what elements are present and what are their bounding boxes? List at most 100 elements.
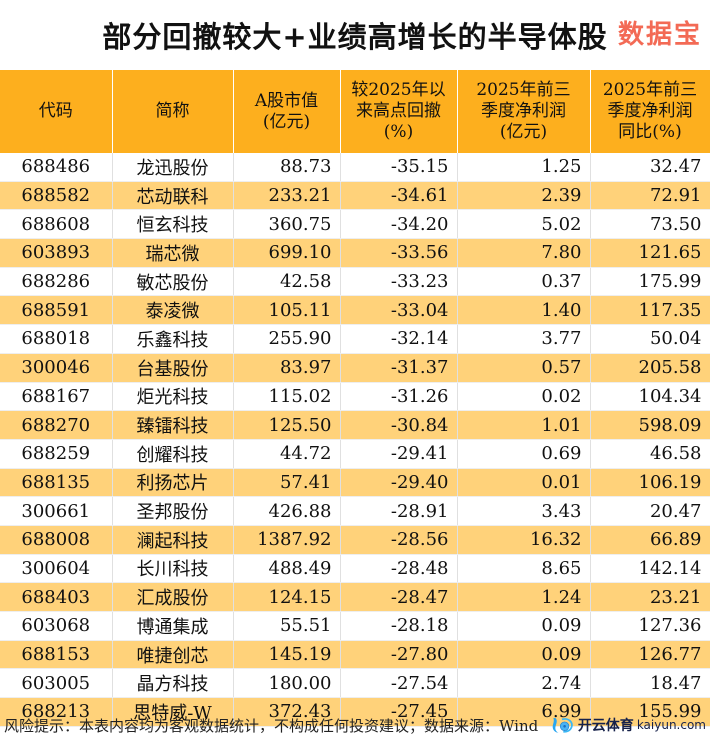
page-title: 部分回撤较大+业绩高增长的半导体股 — [102, 20, 608, 54]
cell-name: 澜起科技 — [112, 525, 234, 555]
cell-code: 688486 — [0, 153, 113, 182]
cell-profit-yoy: 23.21 — [590, 582, 710, 612]
table-row: 688167 炬光科技 115.02 -31.26 0.02 104.34 — [0, 382, 710, 412]
column-header-net-profit: 2025年前三 季度净利润 (亿元) — [457, 70, 591, 153]
table-row: 300661 圣邦股份 426.88 -28.91 3.43 20.47 — [0, 496, 710, 526]
cell-code: 300604 — [0, 554, 113, 584]
table-row: 688403 汇成股份 124.15 -28.47 1.24 23.21 — [0, 582, 710, 612]
cell-name: 汇成股份 — [112, 582, 234, 612]
cell-profit-yoy: 126.77 — [590, 640, 710, 670]
logo-url: kaiyun.com — [636, 718, 706, 732]
cell-market-cap: 1387.92 — [233, 525, 341, 555]
cell-name: 芯动联科 — [112, 181, 234, 211]
cell-drawdown: -27.54 — [340, 668, 458, 699]
cell-name: 泰凌微 — [112, 295, 234, 326]
cell-profit-yoy: 20.47 — [590, 496, 710, 526]
cell-code: 603068 — [0, 611, 113, 641]
cell-name: 利扬芯片 — [112, 468, 234, 498]
cell-net-profit: 1.24 — [457, 582, 591, 612]
cell-net-profit: 8.65 — [457, 554, 591, 584]
cell-name: 敏芯股份 — [112, 267, 234, 297]
cell-profit-yoy: 142.14 — [590, 554, 710, 584]
cell-code: 603893 — [0, 238, 113, 268]
cell-profit-yoy: 155.99 — [590, 697, 710, 727]
cell-market-cap: 125.50 — [233, 410, 341, 440]
table-row: 688270 臻镭科技 125.50 -30.84 1.01 598.09 — [0, 410, 710, 440]
cell-profit-yoy: 205.58 — [590, 353, 710, 383]
column-header-name: 简称 — [112, 70, 234, 153]
cell-profit-yoy: 32.47 — [590, 153, 710, 182]
cell-net-profit: 0.01 — [457, 468, 591, 498]
cell-market-cap: 57.41 — [233, 468, 341, 498]
table-header-row: 代码 简称 A股市值 (亿元) 较2025年以 来高点回撤 (%) 2025年前三 季度净利润(… — [0, 70, 710, 153]
cell-net-profit: 0.37 — [457, 267, 591, 297]
table-row: 688008 澜起科技 1387.92 -28.56 16.32 66.89 — [0, 525, 710, 555]
cell-profit-yoy: 50.04 — [590, 324, 710, 354]
cell-profit-yoy: 18.47 — [590, 668, 710, 699]
table-row: 603893 瑞芯微 699.10 -33.56 7.80 121.65 — [0, 238, 710, 268]
cell-net-profit: 0.09 — [457, 640, 591, 670]
cell-drawdown: -34.20 — [340, 209, 458, 240]
cell-drawdown: -30.84 — [340, 410, 458, 440]
cell-drawdown: -28.91 — [340, 496, 458, 526]
cell-market-cap: 115.02 — [233, 382, 341, 412]
cell-name: 博通集成 — [112, 611, 234, 641]
cell-drawdown: -33.56 — [340, 238, 458, 268]
cell-code: 688270 — [0, 410, 113, 440]
cell-name: 臻镭科技 — [112, 410, 234, 440]
data-table: 代码 简称 A股市值 (亿元) 较2025年以 来高点回撤 (%) 2025年前三 季度净利润(… — [0, 70, 710, 727]
cell-drawdown: -28.56 — [340, 525, 458, 555]
table-row: 300604 长川科技 488.49 -28.48 8.65 142.14 — [0, 554, 710, 584]
cell-name: 唯捷创芯 — [112, 640, 234, 670]
column-header-drawdown: 较2025年以 来高点回撤 (%) — [340, 70, 458, 153]
cell-name: 瑞芯微 — [112, 238, 234, 268]
cell-net-profit: 1.01 — [457, 410, 591, 440]
cell-code: 688608 — [0, 209, 113, 240]
kaiyun-logo: 开云体育 kaiyun.com — [549, 712, 710, 738]
cell-profit-yoy: 106.19 — [590, 468, 710, 498]
column-header-market-cap: A股市值 (亿元) — [233, 70, 341, 153]
table-row: 603068 博通集成 55.51 -28.18 0.09 127.36 — [0, 611, 710, 641]
cell-code: 300046 — [0, 353, 113, 383]
column-header-code: 代码 — [0, 70, 113, 153]
cell-code: 688018 — [0, 324, 113, 354]
cell-drawdown: -27.45 — [340, 697, 458, 727]
cell-name: 台基股份 — [112, 353, 234, 383]
cell-net-profit: 0.69 — [457, 439, 591, 469]
cell-code: 688286 — [0, 267, 113, 297]
table-row: 603005 晶方科技 180.00 -27.54 2.74 18.47 — [0, 668, 710, 699]
cell-drawdown: -33.04 — [340, 295, 458, 326]
cell-profit-yoy: 72.91 — [590, 181, 710, 211]
football-k-icon — [552, 717, 573, 733]
cell-net-profit: 0.02 — [457, 382, 591, 412]
cell-drawdown: -28.18 — [340, 611, 458, 641]
cell-profit-yoy: 127.36 — [590, 611, 710, 641]
cell-drawdown: -27.80 — [340, 640, 458, 670]
cell-profit-yoy: 175.99 — [590, 267, 710, 297]
cell-net-profit: 7.80 — [457, 238, 591, 268]
cell-net-profit: 16.32 — [457, 525, 591, 555]
cell-code: 688135 — [0, 468, 113, 498]
cell-net-profit: 0.09 — [457, 611, 591, 641]
table-row: 688213 思特威-W 372.43 -27.45 6.99 155.99 — [0, 697, 710, 727]
cell-net-profit: 3.77 — [457, 324, 591, 354]
cell-market-cap: 83.97 — [233, 353, 341, 383]
cell-market-cap: 55.51 — [233, 611, 341, 641]
risk-disclaimer: 风险提示：本表内容均为客观数据统计，不构成任何投资建议；数据来源：Wind — [4, 716, 539, 735]
cell-market-cap: 124.15 — [233, 582, 341, 612]
cell-market-cap: 372.43 — [233, 697, 341, 727]
table-row: 688591 泰凌微 105.11 -33.04 1.40 117.35 — [0, 295, 710, 326]
cell-profit-yoy: 73.50 — [590, 209, 710, 240]
cell-net-profit: 2.39 — [457, 181, 591, 211]
cell-market-cap: 105.11 — [233, 295, 341, 326]
table-row: 688582 芯动联科 233.21 -34.61 2.39 72.91 — [0, 181, 710, 211]
cell-net-profit: 0.57 — [457, 353, 591, 383]
cell-market-cap: 88.73 — [233, 153, 341, 182]
cell-net-profit: 5.02 — [457, 209, 591, 240]
cell-market-cap: 233.21 — [233, 181, 341, 211]
cell-code: 688403 — [0, 582, 113, 612]
cell-drawdown: -31.37 — [340, 353, 458, 383]
footer-row: 风险提示：本表内容均为客观数据统计，不构成任何投资建议；数据来源：Wind 开云… — [0, 708, 710, 742]
logo-text: 开云体育 — [577, 718, 634, 734]
cell-code: 688153 — [0, 640, 113, 670]
